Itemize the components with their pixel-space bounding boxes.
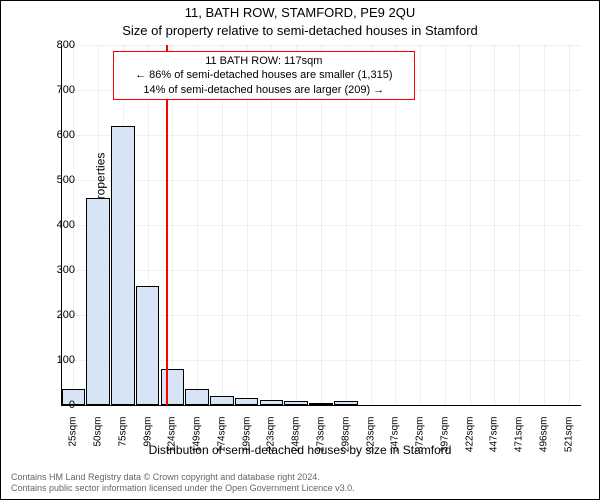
histogram-bar bbox=[210, 396, 234, 405]
footer-line-2: Contains public sector information licen… bbox=[11, 483, 591, 495]
histogram-bar bbox=[334, 401, 358, 405]
x-tick-label: 496sqm bbox=[538, 417, 549, 467]
y-tick-label: 700 bbox=[43, 84, 75, 96]
histogram-bar bbox=[86, 198, 110, 405]
chart-container: 11, BATH ROW, STAMFORD, PE9 2QU Size of … bbox=[0, 0, 600, 500]
histogram-bar bbox=[185, 389, 209, 405]
histogram-bar bbox=[111, 126, 135, 405]
annotation-line: ← 86% of semi-detached houses are smalle… bbox=[118, 68, 410, 82]
x-tick-label: 248sqm bbox=[291, 417, 302, 467]
plot-area: 11 BATH ROW: 117sqm← 86% of semi-detache… bbox=[61, 45, 581, 405]
x-tick-label: 75sqm bbox=[117, 417, 128, 467]
x-tick-label: 124sqm bbox=[167, 417, 178, 467]
x-tick-label: 521sqm bbox=[563, 417, 574, 467]
x-tick-label: 273sqm bbox=[316, 417, 327, 467]
gridline-v bbox=[470, 45, 471, 405]
y-tick-label: 600 bbox=[43, 129, 75, 141]
footer-line-1: Contains HM Land Registry data © Crown c… bbox=[11, 472, 591, 484]
gridline-v bbox=[519, 45, 520, 405]
x-tick-label: 323sqm bbox=[365, 417, 376, 467]
x-tick-label: 447sqm bbox=[489, 417, 500, 467]
gridline-v bbox=[494, 45, 495, 405]
x-tick-label: 298sqm bbox=[340, 417, 351, 467]
y-tick-label: 500 bbox=[43, 174, 75, 186]
annotation-line: 14% of semi-detached houses are larger (… bbox=[118, 83, 410, 97]
footer-credits: Contains HM Land Registry data © Crown c… bbox=[11, 472, 591, 495]
x-axis-line bbox=[61, 405, 581, 406]
x-tick-label: 422sqm bbox=[464, 417, 475, 467]
histogram-bar bbox=[235, 398, 259, 405]
x-tick-label: 199sqm bbox=[241, 417, 252, 467]
annotation-box: 11 BATH ROW: 117sqm← 86% of semi-detache… bbox=[113, 51, 415, 100]
histogram-bar bbox=[284, 401, 308, 406]
x-tick-label: 397sqm bbox=[439, 417, 450, 467]
chart-title: 11, BATH ROW, STAMFORD, PE9 2QU bbox=[1, 5, 599, 20]
histogram-bar bbox=[309, 403, 333, 405]
x-tick-label: 99sqm bbox=[142, 417, 153, 467]
x-tick-label: 471sqm bbox=[514, 417, 525, 467]
gridline-v bbox=[544, 45, 545, 405]
gridline-v bbox=[420, 45, 421, 405]
x-tick-label: 223sqm bbox=[266, 417, 277, 467]
gridline-v bbox=[569, 45, 570, 405]
histogram-bar bbox=[260, 400, 284, 405]
x-tick-label: 149sqm bbox=[192, 417, 203, 467]
y-tick-label: 800 bbox=[43, 39, 75, 51]
y-tick-label: 300 bbox=[43, 264, 75, 276]
x-tick-label: 347sqm bbox=[390, 417, 401, 467]
gridline-v bbox=[445, 45, 446, 405]
chart-subtitle: Size of property relative to semi-detach… bbox=[1, 23, 599, 38]
x-tick-label: 174sqm bbox=[216, 417, 227, 467]
y-tick-label: 400 bbox=[43, 219, 75, 231]
y-tick-label: 200 bbox=[43, 309, 75, 321]
histogram-bar bbox=[161, 369, 185, 405]
x-tick-label: 50sqm bbox=[93, 417, 104, 467]
annotation-line: 11 BATH ROW: 117sqm bbox=[118, 54, 410, 68]
y-tick-label: 100 bbox=[43, 354, 75, 366]
y-tick-label: 0 bbox=[43, 399, 75, 411]
histogram-bar bbox=[136, 286, 160, 405]
x-tick-label: 25sqm bbox=[68, 417, 79, 467]
x-tick-label: 372sqm bbox=[415, 417, 426, 467]
